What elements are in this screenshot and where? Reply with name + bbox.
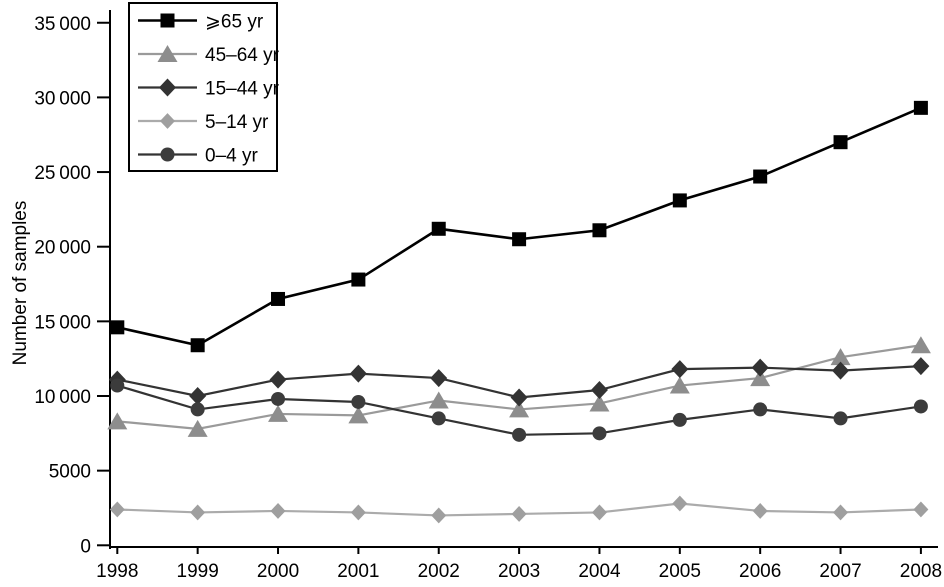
marker-age-65-plus	[913, 100, 928, 115]
series-age-0-4	[110, 378, 928, 442]
legend-item-age-65-plus: ⩾65 yr	[138, 12, 264, 33]
marker-age-0-4	[110, 378, 125, 393]
marker-age-0-4	[271, 391, 286, 406]
marker-age-45-64	[669, 376, 690, 394]
y-tick-label: 5000	[49, 462, 91, 483]
legend-marker-age-45-64	[157, 45, 178, 62]
marker-age-45-64	[750, 369, 771, 387]
x-tick-label: 2002	[418, 561, 460, 582]
x-tick-label: 2007	[819, 561, 861, 582]
series-age-65-plus	[110, 100, 928, 353]
y-tick-label: 10 000	[34, 387, 91, 408]
marker-age-65-plus	[512, 232, 527, 247]
marker-age-15-44	[751, 358, 769, 377]
marker-age-15-44	[912, 357, 930, 376]
marker-age-0-4	[753, 402, 768, 417]
legend-item-age-0-4: 0–4 yr	[138, 146, 258, 167]
marker-age-45-64	[348, 406, 369, 424]
series-age-5-14	[109, 495, 929, 524]
marker-age-15-44	[671, 360, 689, 379]
series-age-45-64	[107, 336, 931, 437]
legend-label: ⩾65 yr	[205, 12, 264, 33]
marker-age-65-plus	[271, 291, 286, 306]
marker-age-45-64	[910, 336, 931, 354]
marker-age-15-44	[189, 387, 207, 405]
marker-age-45-64	[509, 400, 530, 418]
marker-age-65-plus	[672, 193, 687, 208]
y-tick-label: 30 000	[34, 88, 91, 109]
y-tick-label: 15 000	[34, 312, 91, 333]
marker-age-0-4	[913, 399, 928, 414]
marker-age-5-14	[591, 504, 607, 521]
legend-marker-age-0-4	[160, 147, 175, 162]
marker-age-0-4	[351, 394, 366, 409]
x-tick-label: 1999	[177, 561, 219, 582]
marker-age-5-14	[270, 503, 286, 519]
marker-age-45-64	[268, 404, 289, 422]
marker-age-5-14	[431, 507, 447, 524]
x-tick-label: 1998	[96, 561, 138, 582]
marker-age-5-14	[913, 501, 929, 518]
legend-label: 5–14 yr	[205, 112, 269, 133]
marker-age-45-64	[428, 391, 449, 409]
marker-age-15-44	[269, 370, 287, 389]
marker-age-15-44	[590, 381, 608, 400]
x-tick-label: 2008	[900, 561, 942, 582]
marker-age-15-44	[430, 369, 448, 388]
marker-age-65-plus	[431, 221, 446, 236]
x-tick-label: 2003	[498, 561, 540, 582]
marker-age-15-44	[832, 361, 850, 380]
marker-age-15-44	[510, 388, 528, 407]
marker-age-65-plus	[753, 169, 768, 184]
legend-item-age-45-64: 45–64 yr	[138, 45, 280, 66]
series-age-15-44	[108, 357, 930, 407]
legend-item-age-5-14: 5–14 yr	[138, 112, 269, 133]
y-tick-label: 20 000	[34, 238, 91, 259]
marker-age-45-64	[107, 412, 128, 430]
y-axis: 0 5000 10 000 15 000 20 000 25 000 30 000 35 00…	[34, 10, 111, 557]
marker-age-0-4	[672, 412, 687, 427]
marker-age-45-64	[830, 348, 851, 366]
marker-age-5-14	[109, 501, 125, 518]
legend-marker-age-65-plus	[160, 13, 175, 28]
x-tick-label: 2004	[578, 561, 621, 582]
marker-age-5-14	[350, 504, 366, 521]
x-tick-label: 2001	[337, 561, 379, 582]
y-tick-label: 0	[80, 536, 91, 557]
marker-age-65-plus	[351, 272, 366, 287]
legend: ⩾65 yr 45–64 yr 15–44 yr 5–14 yr 0–4 yr	[128, 2, 280, 172]
x-tick-label: 2006	[739, 561, 781, 582]
marker-age-65-plus	[833, 135, 848, 150]
marker-age-0-4	[512, 427, 527, 442]
marker-age-45-64	[187, 419, 208, 437]
x-tick-label: 2000	[257, 561, 299, 582]
marker-age-0-4	[833, 411, 848, 426]
marker-age-5-14	[752, 503, 768, 519]
legend-label: 0–4 yr	[205, 146, 258, 167]
marker-age-15-44	[349, 364, 367, 383]
marker-age-65-plus	[190, 338, 205, 353]
y-tick-label: 25 000	[34, 163, 91, 184]
legend-item-age-15-44: 15–44 yr	[138, 78, 280, 100]
y-tick-label: 35 000	[34, 14, 91, 35]
legend-label: 45–64 yr	[205, 45, 280, 66]
marker-age-65-plus	[592, 223, 607, 238]
x-axis: 1998 1999 2000 2001 2002 2003 2004 2005 2006 2007…	[96, 546, 942, 582]
marker-age-0-4	[190, 402, 205, 417]
marker-age-45-64	[589, 394, 610, 412]
marker-age-5-14	[190, 504, 206, 521]
y-axis-title: Number of samples	[10, 200, 31, 366]
legend-marker-age-5-14	[160, 113, 175, 129]
legend-label: 15–44 yr	[205, 79, 280, 100]
marker-age-65-plus	[110, 320, 125, 335]
marker-age-5-14	[672, 495, 688, 512]
marker-age-5-14	[833, 504, 849, 521]
x-tick-label: 2005	[659, 561, 701, 582]
marker-age-0-4	[431, 411, 446, 426]
marker-age-5-14	[511, 506, 527, 522]
legend-marker-age-15-44	[159, 78, 176, 97]
marker-age-0-4	[592, 426, 607, 441]
